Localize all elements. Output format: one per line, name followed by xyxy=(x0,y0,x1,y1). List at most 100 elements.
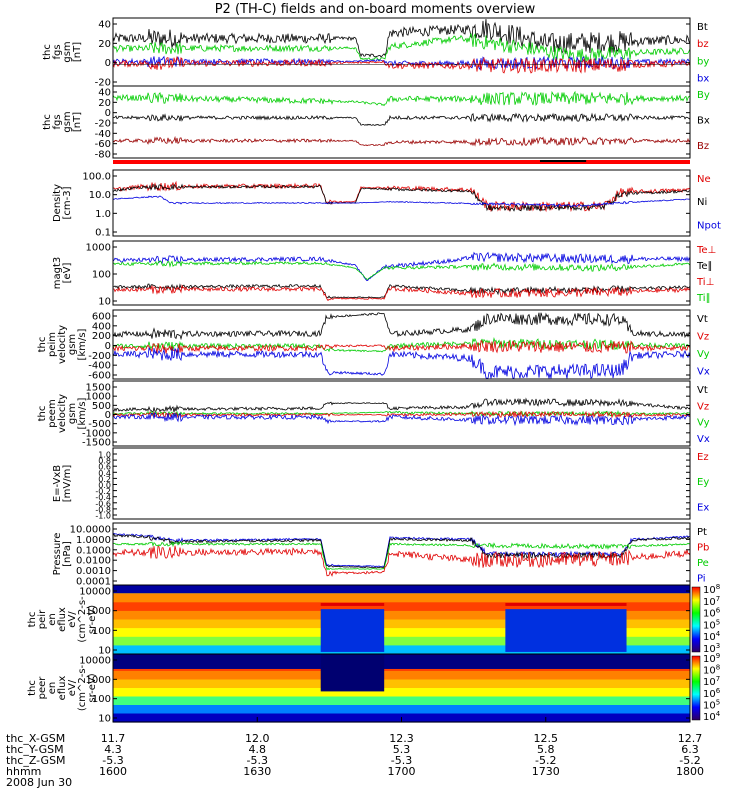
series-line xyxy=(112,283,691,299)
y-tick-label: 0 xyxy=(105,58,111,69)
legend-entry: By xyxy=(697,90,710,101)
y-tick-label: 1000 xyxy=(86,606,111,617)
quality-flag-bar xyxy=(113,160,690,164)
y-axis-label-line: E=-VxB xyxy=(52,465,63,502)
y-axis-label-line: Density xyxy=(52,184,63,222)
y-axis-label-line: Pressure xyxy=(52,533,63,576)
y-tick-label: -80 xyxy=(95,150,111,161)
y-axis-label-line: fgs xyxy=(52,114,63,129)
spectrogram-band xyxy=(113,671,690,681)
footer-value: 1600 xyxy=(99,765,127,778)
legend-entry: Bt xyxy=(697,22,708,33)
footer-value: 5.3 xyxy=(392,743,411,756)
y-axis-label-line: thc xyxy=(42,114,53,130)
y-tick-label: 0.1000 xyxy=(76,545,111,556)
panel-frame xyxy=(112,380,691,447)
legend-entry: Te∥ xyxy=(696,261,713,272)
footer-value: -5.2 xyxy=(679,754,701,767)
series-line xyxy=(112,180,691,213)
y-tick-label: 40 xyxy=(98,88,111,99)
y-axis-label: thc fgs gsm [nT] xyxy=(42,111,83,132)
quality-flag-mark xyxy=(539,160,587,162)
legend-entry: Vx xyxy=(697,366,710,377)
y-axis-label-line: [nT] xyxy=(72,42,83,62)
y-tick-label: -400 xyxy=(88,361,111,372)
y-tick-label: 1.0000 xyxy=(76,535,111,546)
series-line xyxy=(112,340,691,354)
spectrogram-band xyxy=(113,593,690,603)
y-tick-label: 1000 xyxy=(86,243,111,254)
y-tick-label: 20 xyxy=(98,98,111,109)
legend-entry: Ne xyxy=(697,174,711,185)
y-tick-label: 10 xyxy=(98,714,111,725)
legend-entry: Ni xyxy=(697,197,707,208)
y-tick-label: 0.2 xyxy=(98,475,111,484)
footer-value: -5.2 xyxy=(535,754,557,767)
y-tick-label: 1000 xyxy=(86,392,111,403)
y-tick-label: 1.0 xyxy=(98,451,111,460)
y-axis-label: E=-VxB [mV/m] xyxy=(52,465,73,503)
footer-value: 1800 xyxy=(676,765,704,778)
y-axis-label-line: gsm xyxy=(67,334,78,355)
footer-value: -5.3 xyxy=(390,754,413,767)
series-line xyxy=(112,33,691,63)
y-tick-label: 500 xyxy=(92,401,111,412)
y-axis-label-line: eflux xyxy=(57,607,68,632)
y-tick-label: 1.0 xyxy=(95,209,111,220)
spectrogram-band xyxy=(113,705,690,715)
y-axis-label-line: thc xyxy=(27,680,38,696)
series-line xyxy=(112,346,691,379)
colorbar-label: 104 xyxy=(703,710,721,723)
legend-entry: Vx xyxy=(697,434,710,445)
series-line xyxy=(112,337,691,353)
legend-entry: bx xyxy=(697,73,709,84)
footer-value: 12.7 xyxy=(677,732,703,745)
panel-temperature: 1000 100 10 magt3 [eV] Te⊥ Te∥ Ti⊥ Ti∥ xyxy=(52,240,716,308)
y-axis-label-line: velocity xyxy=(57,325,68,364)
y-tick-label: -1500 xyxy=(82,438,111,449)
footer-value: 5.8 xyxy=(537,743,555,756)
spectrogram-band-line xyxy=(505,602,627,606)
legend-entry: Vz xyxy=(697,331,709,342)
y-tick-label: 0.0 xyxy=(98,481,111,490)
panel-e-field: 1.00.80.60.40.20.0-0.2-0.4-0.6-0.8-1.0 E=… xyxy=(52,447,709,521)
series-line xyxy=(112,411,691,427)
y-axis-label-line: velocity xyxy=(57,394,68,433)
y-axis-label-line: en xyxy=(47,613,58,626)
y-tick-label: 0.0001 xyxy=(76,577,111,588)
footer-label-x: thc_X-GSM xyxy=(6,732,66,745)
spectrogram-band xyxy=(113,636,690,646)
y-axis-label-line: magt3 xyxy=(52,257,63,290)
y-tick-label: -0.6 xyxy=(95,499,111,508)
legend-entry: Pe xyxy=(697,558,709,569)
y-axis-label-line: gsm xyxy=(62,41,73,62)
legend-entry: Ez xyxy=(697,452,709,463)
y-tick-label: 200 xyxy=(92,331,111,342)
y-axis-label-line: eflux xyxy=(57,676,68,701)
panel-frame xyxy=(112,169,691,237)
panel-fgs-gsm: 40 20 0 -20 thc fgs gsm [nT] Bt bz by bx xyxy=(42,17,709,89)
y-tick-label: -20 xyxy=(95,119,111,130)
series-line xyxy=(112,541,691,571)
y-axis-label-line: eV/ xyxy=(67,679,78,696)
legend-entry: by xyxy=(697,56,709,67)
y-axis-label-line: thc xyxy=(37,406,48,422)
series-line xyxy=(112,19,691,58)
panel-frame xyxy=(112,17,691,87)
series-line xyxy=(112,90,691,107)
y-tick-label: 10.0 xyxy=(89,190,111,201)
spectrogram-band xyxy=(113,619,690,629)
y-tick-label: -1000 xyxy=(82,428,111,439)
y-tick-label: -60 xyxy=(95,139,111,150)
y-axis-label-line: [km/s] xyxy=(77,397,88,429)
y-tick-label: 1500 xyxy=(86,383,111,394)
y-tick-label: 100 xyxy=(92,694,111,705)
y-axis-label-line: (cm^2-s- xyxy=(77,664,88,711)
y-tick-label: -1.0 xyxy=(95,512,111,521)
series-line xyxy=(112,260,691,280)
y-tick-label: 10 xyxy=(98,646,111,657)
y-tick-label: -40 xyxy=(95,129,111,140)
legend-entry: Te⊥ xyxy=(696,245,716,256)
